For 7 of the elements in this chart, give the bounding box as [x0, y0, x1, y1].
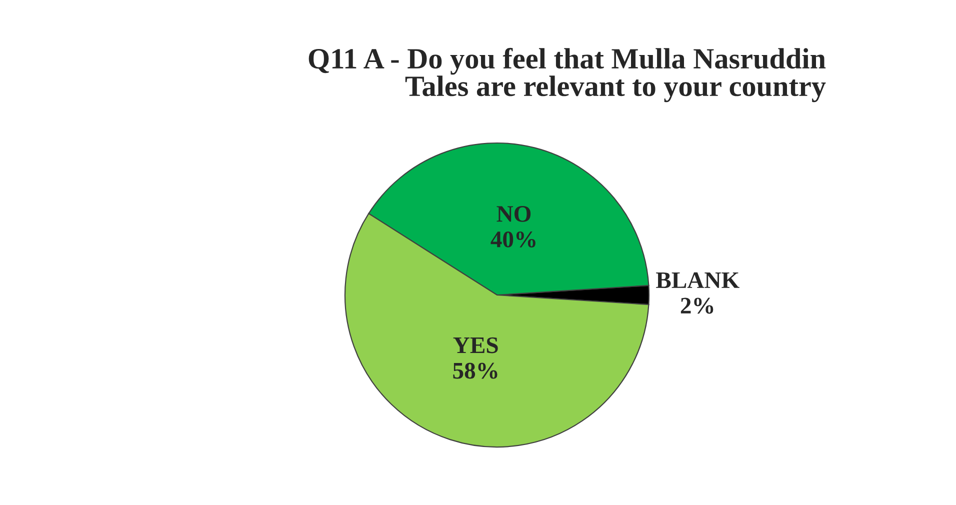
data-label: 58% — [453, 362, 498, 379]
chart-title: Q11 A - Do you feel that Mulla Nasruddin Tales are relevant to your country — [308, 48, 826, 102]
slice-label: YES — [453, 337, 498, 354]
slice-label: NO — [496, 206, 531, 222]
data-label: 40% — [490, 231, 536, 248]
slice-label: BLANK — [656, 272, 740, 288]
data-label: 2% — [680, 298, 714, 314]
